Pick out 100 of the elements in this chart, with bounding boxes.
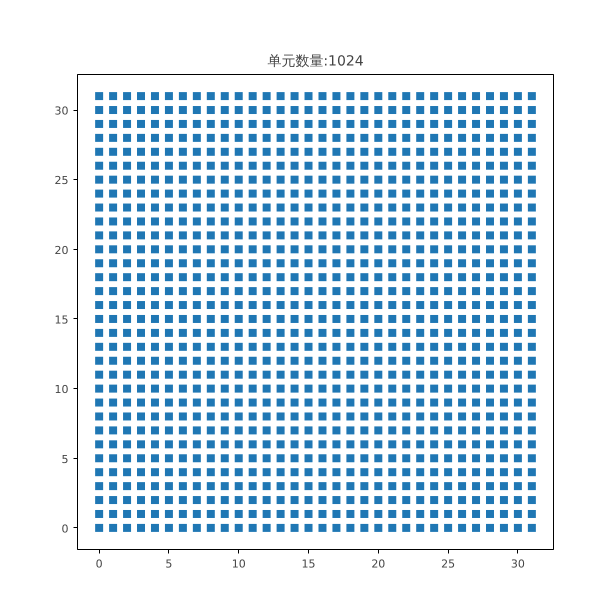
point [332, 259, 340, 268]
point [416, 356, 424, 365]
point [206, 510, 215, 518]
point [346, 287, 354, 296]
point [486, 162, 494, 170]
point [164, 120, 173, 128]
point [318, 92, 326, 100]
point [444, 468, 452, 476]
point [346, 356, 354, 365]
point [262, 259, 271, 268]
point [164, 412, 173, 420]
point [234, 510, 243, 518]
point [360, 245, 368, 254]
point [388, 314, 396, 323]
point [444, 412, 452, 420]
point [276, 245, 285, 254]
point [150, 342, 159, 351]
point [137, 148, 146, 156]
point [192, 259, 201, 268]
point [332, 217, 340, 226]
point [402, 468, 410, 476]
point [192, 370, 201, 379]
point [388, 454, 396, 462]
point [332, 510, 340, 518]
point [444, 245, 452, 254]
point [444, 398, 452, 407]
point [528, 245, 536, 254]
point [430, 482, 438, 490]
point [109, 356, 118, 365]
point [150, 454, 159, 462]
point [95, 426, 104, 434]
point [360, 314, 368, 323]
point [123, 510, 132, 518]
point [123, 398, 132, 407]
point [192, 440, 201, 448]
point [276, 496, 285, 504]
point [374, 231, 382, 240]
point [164, 454, 173, 462]
point [472, 176, 480, 184]
point [472, 482, 480, 490]
point [388, 162, 396, 170]
point [374, 134, 382, 142]
point [486, 301, 494, 310]
point [416, 468, 424, 476]
point [262, 496, 271, 504]
point [192, 426, 201, 434]
point [430, 398, 438, 407]
point [220, 287, 229, 296]
point [346, 412, 354, 420]
point [95, 496, 104, 504]
point [137, 120, 146, 128]
point [248, 384, 257, 393]
point [192, 204, 201, 212]
point [500, 384, 508, 393]
point [528, 314, 536, 323]
point [109, 245, 118, 254]
point [164, 398, 173, 407]
point [388, 245, 396, 254]
point [248, 342, 257, 351]
point [430, 468, 438, 476]
point [123, 231, 132, 240]
point [248, 259, 257, 268]
point [164, 440, 173, 448]
point [472, 426, 480, 434]
point [178, 482, 187, 490]
point [95, 217, 104, 226]
point [472, 328, 480, 337]
point [220, 231, 229, 240]
point [304, 92, 313, 100]
point [514, 468, 522, 476]
point [472, 524, 480, 532]
point [444, 426, 452, 434]
y-tick-label: 15 [54, 313, 69, 326]
point [290, 120, 299, 128]
point [276, 398, 285, 407]
point [374, 148, 382, 156]
point [500, 176, 508, 184]
point [514, 496, 522, 504]
point [304, 301, 313, 310]
point [262, 217, 271, 226]
x-tick-label: 15 [302, 558, 316, 570]
point [304, 106, 313, 114]
point [109, 370, 118, 379]
point [164, 496, 173, 504]
point [318, 510, 326, 518]
point [332, 412, 340, 420]
point [290, 328, 299, 337]
point [248, 454, 257, 462]
point [150, 314, 159, 323]
point [234, 92, 243, 100]
point [248, 356, 257, 365]
point [248, 217, 257, 226]
point [220, 524, 229, 532]
point [416, 176, 424, 184]
point [109, 148, 118, 156]
point [164, 524, 173, 532]
point [220, 217, 229, 226]
point [220, 134, 229, 142]
point [206, 398, 215, 407]
point [220, 204, 229, 212]
